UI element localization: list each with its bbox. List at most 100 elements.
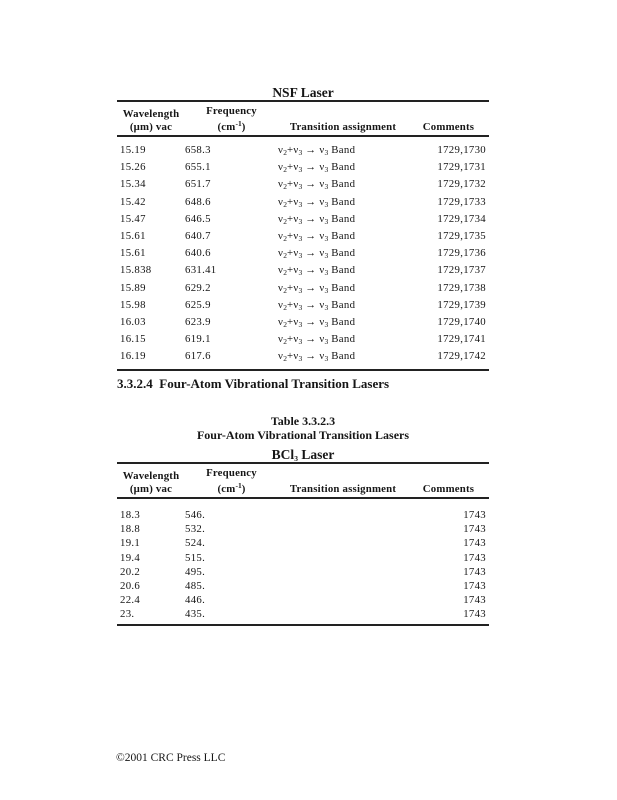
transition-assignment-cell: ν2+ν3 → ν3 Band <box>278 281 356 295</box>
table-row: 16.19 617.6 ν2+ν3 → ν3 Band 1729,1742 <box>117 349 489 366</box>
bcl3-table-body: 18.3 546. 1743 18.8 532. 1743 19.1 524. <box>117 499 489 624</box>
column-header-comments: Comments <box>422 120 475 133</box>
transition-assignment-cell <box>278 522 430 536</box>
wavelength-cell: 15.61 <box>120 230 146 243</box>
table-row: 23. 435. 1743 <box>117 607 489 621</box>
nsf-table-rule-top <box>117 100 489 102</box>
transition-assignment-cell: ν2+ν3 → ν3 Band <box>278 298 356 312</box>
transition-assignment-cell: ν2+ν3 → ν3 Band <box>278 264 356 278</box>
comments-cell: 1729,1737 <box>437 264 486 277</box>
frequency-cell: 546. <box>185 509 206 521</box>
transition-assignment-cell: ν2+ν3 → ν3 Band <box>278 247 356 261</box>
wavelength-cell: 15.61 <box>120 247 146 260</box>
frequency-cell: 629.2 <box>185 281 211 294</box>
table-row: 15.47 646.5 ν2+ν3 → ν3 Band 1729,1734 <box>117 212 489 229</box>
bcl3-table-rule-header <box>117 497 489 499</box>
transition-assignment-cell: ν2+ν3 → ν3 Band <box>278 350 356 364</box>
comments-cell: 1729,1742 <box>437 350 486 363</box>
transition-assignment-cell: ν2+ν3 → ν3 Band <box>278 195 356 209</box>
transition-assignment-cell: ν2+ν3 → ν3 Band <box>278 316 356 330</box>
wavelength-cell: 18.3 <box>120 509 141 521</box>
wavelength-cell: 15.98 <box>120 298 146 311</box>
frequency-cell: 485. <box>185 580 206 593</box>
comments-cell: 1743 <box>463 580 486 593</box>
frequency-cell: 646.5 <box>185 212 211 225</box>
table-row: 15.89 629.2 ν2+ν3 → ν3 Band 1729,1738 <box>117 281 489 298</box>
table-row: 19.1 524. 1743 <box>117 536 489 550</box>
table-row: 15.26 655.1 ν2+ν3 → ν3 Band 1729,1731 <box>117 160 489 177</box>
wavelength-cell: 15.838 <box>120 264 152 277</box>
frequency-cell: 446. <box>185 594 206 607</box>
comments-cell: 1743 <box>463 537 486 550</box>
comments-cell: 1729,1739 <box>437 298 486 311</box>
frequency-cell: 623.9 <box>185 316 211 329</box>
comments-cell: 1729,1740 <box>437 316 486 329</box>
frequency-cell: 617.6 <box>185 350 211 363</box>
wavelength-cell: 15.19 <box>120 144 146 156</box>
comments-cell: 1729,1730 <box>437 144 486 156</box>
bcl3-table-title: BCl3 Laser <box>271 447 335 463</box>
table-row: 15.61 640.7 ν2+ν3 → ν3 Band 1729,1735 <box>117 229 489 246</box>
comments-cell: 1729,1736 <box>437 247 486 260</box>
transition-assignment-cell: ν2+ν3 → ν3 Band <box>278 230 356 244</box>
frequency-cell: 658.3 <box>185 144 211 156</box>
wavelength-cell: 15.89 <box>120 281 146 294</box>
wavelength-cell: 20.6 <box>120 580 141 593</box>
frequency-cell: 640.6 <box>185 247 211 260</box>
nsf-table-rule-bottom <box>117 368 489 371</box>
nsf-table-title: NSF Laser <box>272 85 334 100</box>
comments-cell: 1743 <box>463 594 486 607</box>
wavelength-cell: 16.03 <box>120 316 146 329</box>
transition-assignment-cell: ν2+ν3 → ν3 Band <box>278 212 356 226</box>
column-header-transition-assignment: Transition assignment <box>289 120 397 133</box>
wavelength-cell: 18.8 <box>120 523 141 536</box>
table-row: 16.15 619.1 ν2+ν3 → ν3 Band 1729,1741 <box>117 332 489 349</box>
table-caption: Table 3.3.2.3 Four-Atom Vibrational Tran… <box>117 414 489 442</box>
table-row: 16.03 623.9 ν2+ν3 → ν3 Band 1729,1740 <box>117 315 489 332</box>
comments-cell: 1729,1732 <box>437 178 486 191</box>
frequency-cell: 655.1 <box>185 161 211 174</box>
transition-assignment-cell <box>278 607 430 621</box>
bcl3-table-header-row: Wavelength (μm) vac Frequency (cm-1) Tra… <box>117 464 489 497</box>
transition-assignment-cell <box>278 551 430 565</box>
wavelength-cell: 15.34 <box>120 178 146 191</box>
wavelength-cell: 22.4 <box>120 594 141 607</box>
wavelength-cell: 20.2 <box>120 565 141 578</box>
column-header-wavelength: Wavelength (μm) vac <box>122 470 180 495</box>
table-caption-number: Table 3.3.2.3 <box>270 414 336 428</box>
frequency-cell: 524. <box>185 537 206 550</box>
table-row: 15.98 625.9 ν2+ν3 → ν3 Band 1729,1739 <box>117 298 489 315</box>
transition-assignment-cell <box>278 565 430 579</box>
table-row: 20.6 485. 1743 <box>117 579 489 593</box>
transition-assignment-cell <box>278 536 430 550</box>
frequency-cell: 640.7 <box>185 230 211 243</box>
column-header-comments: Comments <box>422 482 475 495</box>
frequency-cell: 648.6 <box>185 195 211 208</box>
table-caption-title: Four-Atom Vibrational Transition Lasers <box>196 428 410 442</box>
wavelength-cell: 15.42 <box>120 195 146 208</box>
table-row: 15.34 651.7 ν2+ν3 → ν3 Band 1729,1732 <box>117 177 489 194</box>
frequency-cell: 515. <box>185 551 206 564</box>
table-row: 15.19 658.3 ν2+ν3 → ν3 Band 1729,1730 <box>117 143 489 160</box>
comments-cell: 1743 <box>463 565 486 578</box>
frequency-cell: 495. <box>185 565 206 578</box>
bcl3-table-rule-bottom <box>117 623 489 626</box>
comments-cell: 1729,1733 <box>437 195 486 208</box>
nsf-table-body: 15.19 658.3 ν2+ν3 → ν3 Band 1729,1730 15… <box>117 137 489 369</box>
wavelength-cell: 23. <box>120 608 135 621</box>
table-row: 20.2 495. 1743 <box>117 565 489 579</box>
column-header-transition-assignment: Transition assignment <box>289 482 397 495</box>
nsf-laser-table: Wavelength (μm) vac Frequency (cm-1) Tra… <box>117 100 489 371</box>
comments-cell: 1729,1734 <box>437 212 486 225</box>
comments-cell: 1729,1741 <box>437 333 486 346</box>
column-header-wavelength: Wavelength (μm) vac <box>122 108 180 133</box>
wavelength-cell: 15.26 <box>120 161 146 174</box>
table-row: 18.3 546. 1743 <box>117 508 489 522</box>
wavelength-cell: 15.47 <box>120 212 146 225</box>
table-row: 22.4 446. 1743 <box>117 593 489 607</box>
column-header-frequency: Frequency (cm-1) <box>206 467 257 495</box>
comments-cell: 1743 <box>463 551 486 564</box>
transition-assignment-cell: ν2+ν3 → ν3 Band <box>278 333 356 347</box>
wavelength-cell: 16.19 <box>120 350 146 363</box>
